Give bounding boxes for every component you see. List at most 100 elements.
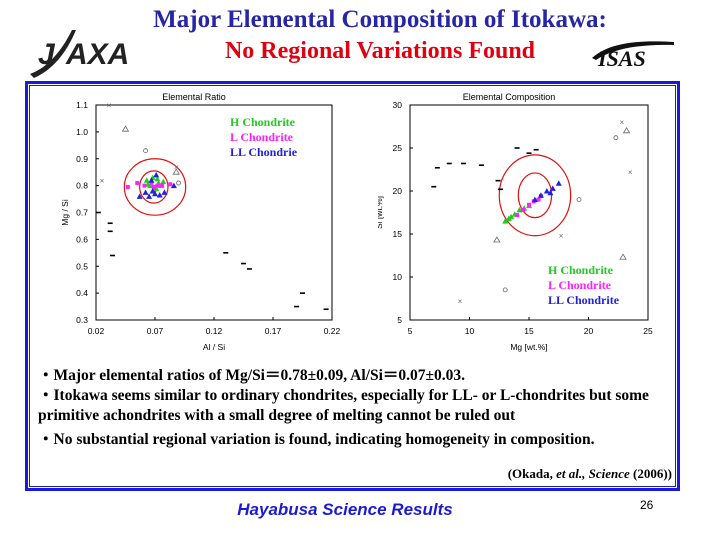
other-meteorite-point <box>107 230 113 233</box>
other-meteorite-point <box>241 262 246 265</box>
h-chondrite-point <box>144 181 151 187</box>
x-tick-label: 0.07 <box>147 326 164 336</box>
open-marker-triangle <box>121 125 130 132</box>
svg-text:J: J <box>38 38 56 71</box>
y-tick-label: 1.1 <box>76 100 88 110</box>
x-tick-label: 0.12 <box>206 326 223 336</box>
ll-chondrie-point <box>146 193 153 199</box>
plot-area <box>409 104 649 321</box>
content-frame-inner <box>29 85 676 487</box>
l-chondrite-point <box>125 184 130 189</box>
open-marker-x: × <box>174 163 179 172</box>
open-marker-circle <box>502 287 508 293</box>
other-meteorite-point <box>533 148 539 151</box>
other-meteorite-point <box>446 162 452 165</box>
legend-entry: H Chondrite <box>230 115 296 129</box>
jaxa-logo: J AXA <box>26 24 146 85</box>
open-marker-circle <box>143 148 148 154</box>
open-marker-x: × <box>107 101 112 110</box>
ll-chondrie-point <box>161 189 168 195</box>
slide-title: Major Elemental Composition of Itokawa: <box>153 6 607 33</box>
other-meteorite-point <box>246 268 252 270</box>
open-marker-x: × <box>619 118 624 127</box>
l-chondrite-point <box>151 184 156 189</box>
y-tick-label: 30 <box>393 100 403 110</box>
open-marker-triangle <box>619 253 627 260</box>
citation-etal: et al., <box>556 466 589 481</box>
h-chondrite-point <box>505 215 512 222</box>
open-marker-triangle <box>493 236 501 243</box>
other-meteorite-point <box>95 211 101 214</box>
ll-chondrite-point <box>555 180 562 186</box>
open-marker-circle <box>613 135 619 141</box>
y-tick-label: 20 <box>393 186 403 196</box>
y-tick-label: 0.9 <box>76 154 88 164</box>
slide-subtitle: No Regional Variations Found <box>224 38 536 64</box>
chart-title: Elemental Composition <box>463 92 556 102</box>
x-axis-label: Al / Si <box>203 342 225 352</box>
open-marker-x: × <box>628 168 633 177</box>
x-tick-label: 10 <box>465 326 475 336</box>
h-chondrite-point <box>154 175 161 182</box>
other-meteorite-point <box>434 166 440 169</box>
l-chondrite-point <box>149 180 154 185</box>
footer-title: Hayabusa Science Results <box>237 500 453 519</box>
other-meteorite-point <box>110 254 116 257</box>
uncertainty-ellipse <box>123 158 187 216</box>
legend-entry: L Chondrite <box>230 130 294 144</box>
ll-chondrite-point <box>547 189 554 196</box>
ll-chondrie-point <box>148 177 155 183</box>
citation-prefix: (Okada, <box>507 466 557 481</box>
isas-logo: ISAS <box>590 38 676 75</box>
legend-entry: L Chondrite <box>548 278 612 292</box>
h-chondrite-point <box>160 178 167 185</box>
l-chondrite-point <box>160 183 165 188</box>
svg-text:AXA: AXA <box>65 38 129 71</box>
open-marker-circle <box>576 197 582 202</box>
bullet-mg-si-ratio: ・Major elemental ratios of Mg/Si＝0.78±0.… <box>38 367 466 384</box>
content-frame <box>25 81 680 491</box>
other-meteorite-point <box>478 164 484 166</box>
elemental-composition-chart: Elemental Composition 5 10 15 20 25 5 10 15 20 25 3… <box>378 92 653 352</box>
open-marker-triangle <box>172 168 180 175</box>
svg-text:ISAS: ISAS <box>597 46 646 70</box>
legend-entry: H Chondrite <box>548 263 614 277</box>
other-meteorite-point <box>323 308 329 311</box>
open-marker-x: × <box>100 176 105 185</box>
citation-journal: Science <box>588 466 630 481</box>
y-tick-label: 0.8 <box>76 181 88 191</box>
y-tick-label: 0.7 <box>76 208 88 218</box>
other-meteorite-point <box>223 252 229 254</box>
uncertainty-ellipse <box>139 170 169 204</box>
other-meteorite-point <box>300 292 305 294</box>
l-chondrite-point <box>155 183 160 188</box>
page-number: 26 <box>640 498 654 512</box>
x-tick-label: 0.17 <box>265 326 282 336</box>
y-tick-label: 15 <box>393 229 403 239</box>
x-tick-label: 15 <box>524 326 534 336</box>
ll-chondrie-point <box>152 190 158 197</box>
legend-entry: LL Chondrie <box>230 145 298 159</box>
other-meteorite-point <box>294 305 300 308</box>
l-chondrite-point <box>536 197 541 202</box>
ll-chondrie-point <box>142 189 149 195</box>
y-tick-label: 1.0 <box>76 127 88 137</box>
elemental-ratio-chart: Elemental Ratio 0.02 0.07 0.12 0.17 0.22 0.3 0.… <box>60 92 341 352</box>
x-tick-label: 0.02 <box>88 326 105 336</box>
y-tick-label: 25 <box>393 143 403 153</box>
other-meteorite-point <box>461 162 467 165</box>
other-meteorite-point <box>431 185 437 188</box>
ll-chondrite-point <box>537 192 544 198</box>
y-tick-label: 0.5 <box>76 261 88 271</box>
other-meteorite-point <box>526 152 532 154</box>
y-tick-label: 0.3 <box>76 315 88 325</box>
y-axis-label: Si [wt.%] <box>378 196 384 229</box>
ll-chondrite-point <box>549 185 556 191</box>
y-tick-label: 10 <box>393 272 403 282</box>
l-chondrite-point <box>142 183 147 188</box>
h-chondrite-point <box>143 177 150 183</box>
ll-chondrie-point <box>149 188 156 194</box>
h-chondrite-point <box>502 218 509 224</box>
y-tick-label: 0.4 <box>76 288 88 298</box>
citation-suffix: (2006)) <box>629 466 672 481</box>
